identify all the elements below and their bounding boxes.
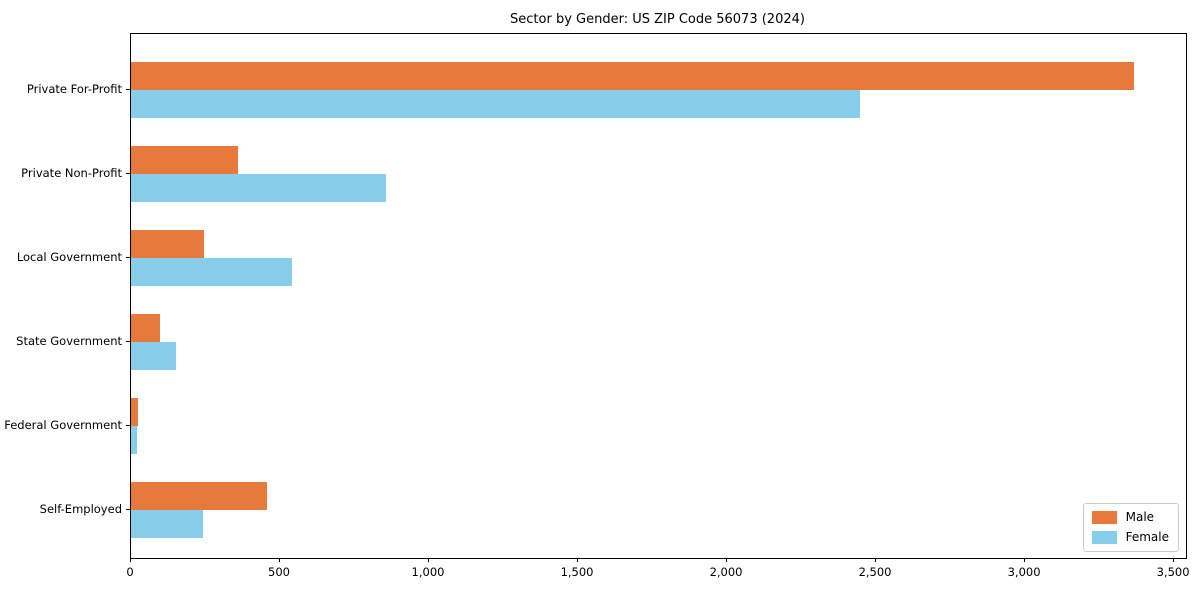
xtick-mark	[130, 558, 131, 562]
bar-female-self-employed	[131, 510, 203, 538]
legend-item-female: Female	[1091, 530, 1169, 544]
bar-male-private-for-profit	[131, 62, 1135, 90]
bar-female-state-government	[131, 342, 176, 370]
ytick-mark	[126, 509, 130, 510]
xtick-mark	[875, 558, 877, 562]
ytick-mark	[126, 173, 130, 174]
female-swatch-icon	[1091, 531, 1117, 544]
ytick-label-private-non-profit: Private Non-Profit	[21, 166, 122, 180]
bar-female-local-government	[131, 258, 292, 286]
xtick-label-500: 500	[268, 565, 290, 579]
bar-male-federal-government	[131, 398, 139, 426]
bar-female-private-non-profit	[131, 174, 387, 202]
bar-male-private-non-profit	[131, 146, 238, 174]
ytick-label-local-government: Local Government	[16, 250, 122, 264]
bar-male-self-employed	[131, 482, 267, 510]
xtick-label-1500: 1,500	[560, 565, 594, 579]
xtick-label-2000: 2,000	[709, 565, 743, 579]
xtick-mark	[577, 558, 579, 562]
legend-item-male: Male	[1091, 510, 1169, 524]
xtick-label-3000: 3,000	[1007, 565, 1041, 579]
male-swatch-icon	[1091, 511, 1117, 524]
ytick-mark	[126, 257, 130, 258]
xtick-mark	[1173, 558, 1175, 562]
xtick-mark	[1024, 558, 1026, 562]
ytick-mark	[126, 89, 130, 90]
xtick-label-2500: 2,500	[858, 565, 892, 579]
ytick-label-self-employed: Self-Employed	[39, 502, 122, 516]
xtick-mark	[726, 558, 728, 562]
bar-male-local-government	[131, 230, 204, 258]
xtick-mark	[279, 558, 280, 562]
chart-title: Sector by Gender: US ZIP Code 56073 (202…	[510, 12, 805, 27]
xtick-label-0: 0	[126, 565, 134, 579]
bar-female-federal-government	[131, 426, 137, 454]
xtick-label-3500: 3,500	[1156, 565, 1190, 579]
ytick-label-federal-government: Federal Government	[4, 418, 122, 432]
ytick-mark	[126, 341, 130, 342]
bar-male-state-government	[131, 314, 161, 342]
ytick-label-private-for-profit: Private For-Profit	[26, 82, 122, 96]
xtick-label-1000: 1,000	[411, 565, 445, 579]
legend-label-female: Female	[1125, 530, 1169, 544]
plot-area: Male Female	[130, 33, 1187, 559]
legend: Male Female	[1082, 503, 1179, 552]
legend-label-male: Male	[1125, 510, 1155, 524]
bar-female-private-for-profit	[131, 90, 861, 118]
xtick-mark	[428, 558, 430, 562]
ytick-label-state-government: State Government	[16, 334, 122, 348]
ytick-mark	[126, 425, 130, 426]
